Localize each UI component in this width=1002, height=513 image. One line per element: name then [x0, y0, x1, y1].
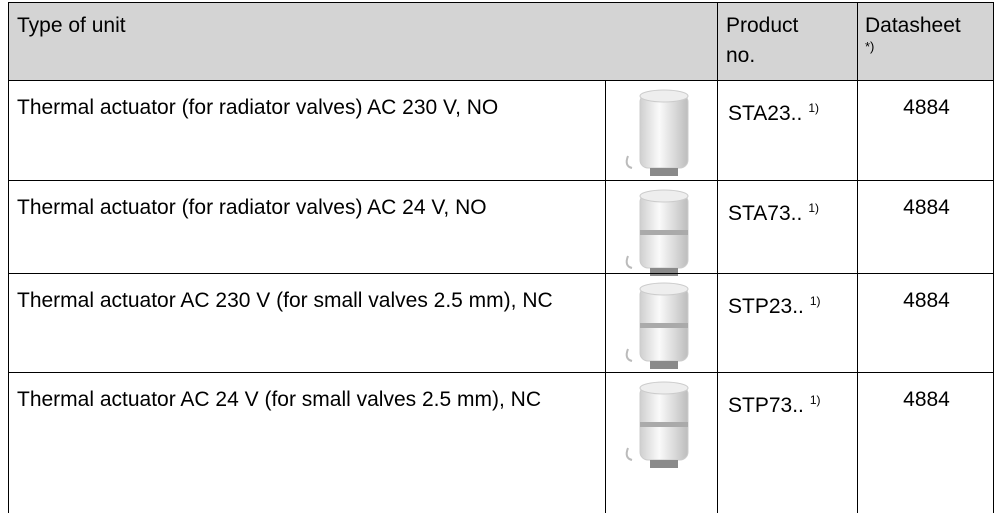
actuator-image: [620, 279, 704, 375]
footnote-marker: 1): [808, 101, 819, 115]
header-text: Datasheet: [865, 14, 961, 37]
datasheet-cell: 4884: [857, 273, 994, 372]
actuator-image: [620, 186, 704, 282]
description: Thermal actuator AC 230 V (for small val…: [17, 289, 553, 312]
header-cell: Datasheet *): [857, 2, 994, 81]
datasheet: 4884: [903, 196, 950, 219]
product-no: STP23..: [728, 295, 804, 318]
header-text: Type of unit: [17, 14, 126, 37]
page: Type of unit Product no. Datasheet *) The…: [0, 0, 1002, 513]
datasheet-cell: 4884: [857, 372, 994, 513]
product-no: STP73..: [728, 394, 804, 417]
datasheet: 4884: [903, 96, 950, 119]
footnote-marker: 1): [810, 294, 821, 308]
footnote-marker: *): [865, 41, 991, 53]
description-cell: Thermal actuator (for radiator valves) A…: [8, 180, 605, 273]
header-text: Product no.: [726, 11, 816, 71]
header-cell: Product no.: [717, 2, 857, 81]
description-cell: Thermal actuator AC 230 V (for small val…: [8, 273, 605, 372]
description-cell: Thermal actuator (for radiator valves) A…: [8, 80, 605, 180]
actuator-image: [620, 378, 704, 474]
description: Thermal actuator AC 24 V (for small valv…: [17, 388, 541, 411]
product-no: STA73..: [728, 202, 802, 225]
product-cell: STA73.. 1): [717, 180, 857, 273]
footnote-marker: 1): [810, 393, 821, 407]
description: Thermal actuator (for radiator valves) A…: [17, 196, 487, 219]
datasheet-cell: 4884: [857, 180, 994, 273]
datasheet-cell: 4884: [857, 80, 994, 180]
datasheet: 4884: [903, 289, 950, 312]
description-cell: Thermal actuator AC 24 V (for small valv…: [8, 372, 605, 513]
datasheet: 4884: [903, 388, 950, 411]
product-cell: STA23.. 1): [717, 80, 857, 180]
description: Thermal actuator (for radiator valves) A…: [17, 96, 498, 119]
header-cell: Type of unit: [8, 2, 717, 81]
actuator-image: [620, 86, 704, 182]
footnote-marker: 1): [808, 201, 819, 215]
product-cell: STP23.. 1): [717, 273, 857, 372]
product-cell: STP73.. 1): [717, 372, 857, 513]
product-no: STA23..: [728, 102, 802, 125]
